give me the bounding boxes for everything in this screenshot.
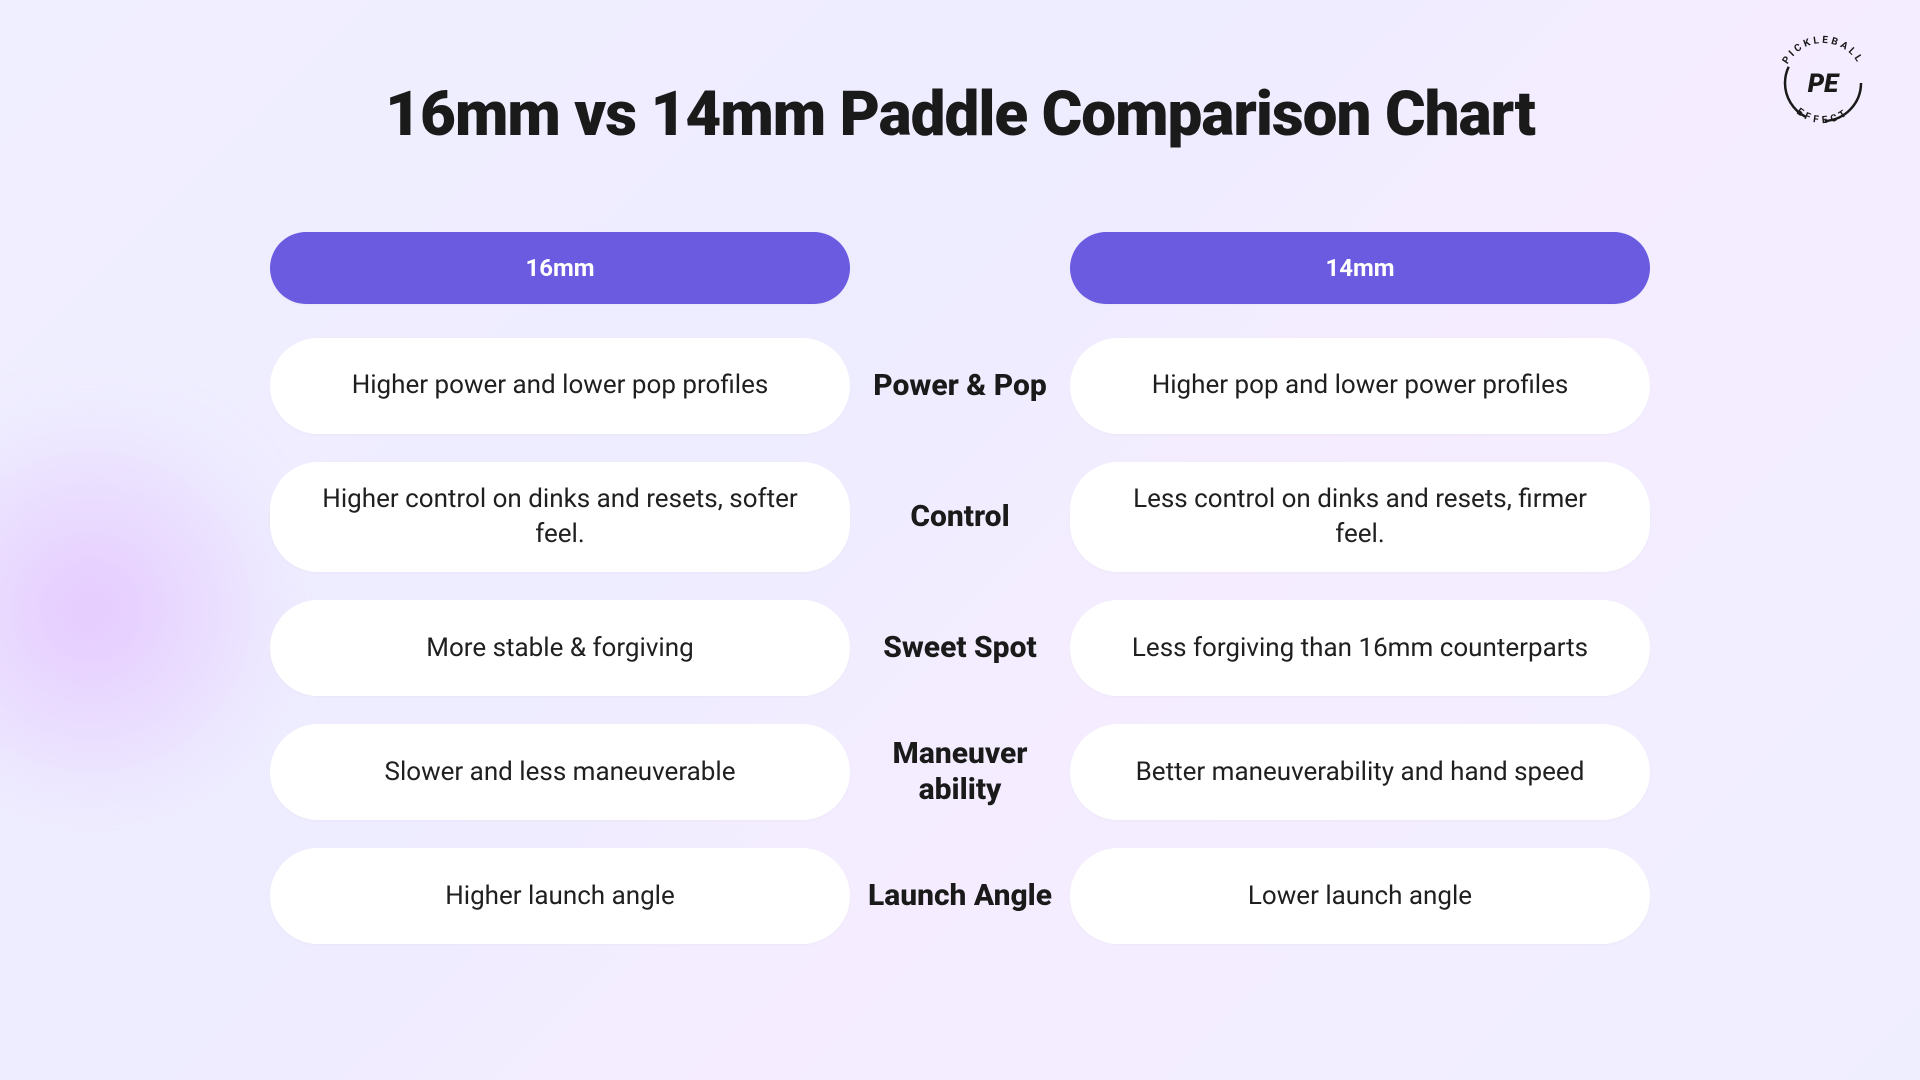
cell-right: Less control on dinks and resets, firmer… xyxy=(1070,462,1650,572)
cell-left: Higher power and lower pop profiles xyxy=(270,338,850,434)
cell-left: Higher control on dinks and resets, soft… xyxy=(270,462,850,572)
cell-left: More stable & forgiving xyxy=(270,600,850,696)
cell-right: Higher pop and lower power profiles xyxy=(1070,338,1650,434)
col-header-left: 16mm xyxy=(270,232,850,304)
cell-category: Launch Angle xyxy=(860,878,1060,914)
logo-initials: PE xyxy=(1808,69,1840,99)
cell-left: Slower and less maneuverable xyxy=(270,724,850,820)
cell-category: Sweet Spot xyxy=(860,630,1060,666)
col-header-right: 14mm xyxy=(1070,232,1650,304)
table-row: More stable & forgiving Sweet Spot Less … xyxy=(270,600,1650,696)
cell-category: Power & Pop xyxy=(860,368,1060,404)
svg-text:PICKLEBALL: PICKLEBALL xyxy=(1781,35,1866,66)
cell-left: Higher launch angle xyxy=(270,848,850,944)
background-accent xyxy=(0,400,300,820)
cell-right: Less forgiving than 16mm counterparts xyxy=(1070,600,1650,696)
table-row: Slower and less maneuverable Maneuver ab… xyxy=(270,724,1650,820)
logo-top-text: PICKLEBALL xyxy=(1781,35,1866,66)
logo-bottom-text: EFFECT xyxy=(1794,106,1852,126)
cell-category: Maneuver ability xyxy=(860,736,1060,808)
table-row: Higher control on dinks and resets, soft… xyxy=(270,462,1650,572)
page-title: 16mm vs 14mm Paddle Comparison Chart xyxy=(385,78,1535,151)
brand-logo: PICKLEBALL EFFECT PE xyxy=(1768,28,1878,138)
svg-text:EFFECT: EFFECT xyxy=(1794,106,1852,126)
table-row: Higher power and lower pop profiles Powe… xyxy=(270,338,1650,434)
comparison-chart: 16mm 14mm Higher power and lower pop pro… xyxy=(270,232,1650,972)
cell-right: Better maneuverability and hand speed xyxy=(1070,724,1650,820)
table-header-row: 16mm 14mm xyxy=(270,232,1650,304)
cell-category: Control xyxy=(860,499,1060,535)
cell-right: Lower launch angle xyxy=(1070,848,1650,944)
table-row: Higher launch angle Launch Angle Lower l… xyxy=(270,848,1650,944)
